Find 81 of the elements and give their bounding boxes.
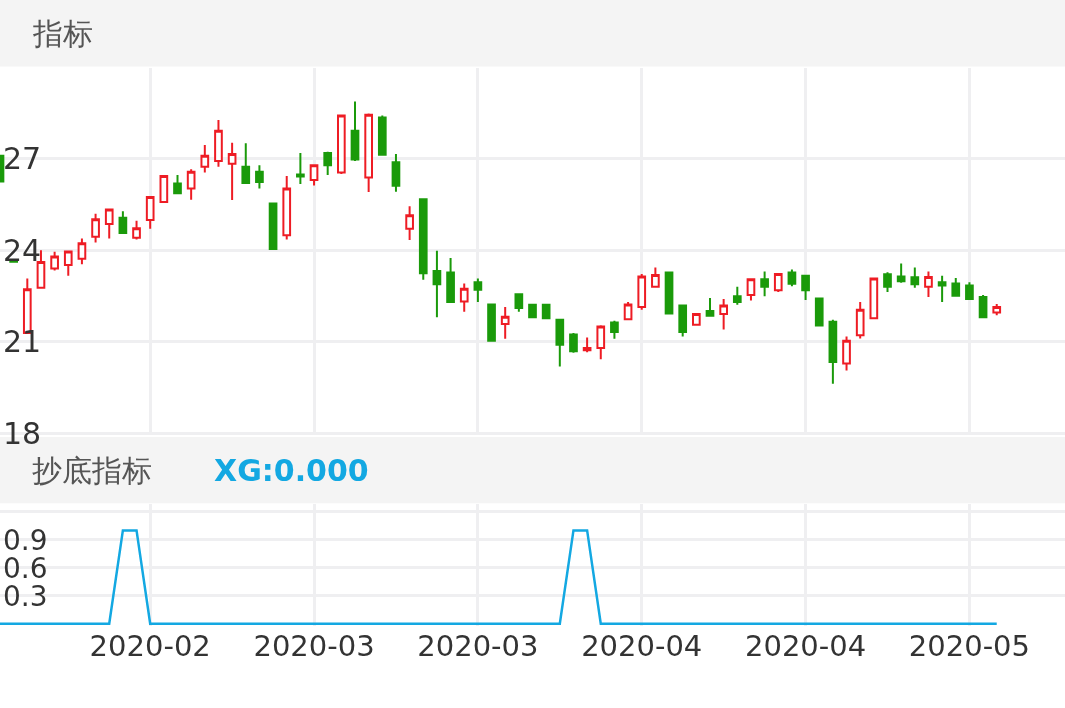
candlestick <box>760 270 769 298</box>
candlestick <box>350 100 360 162</box>
text: XG:0.000 <box>214 453 369 488</box>
candlestick <box>473 277 483 304</box>
candlestick <box>323 150 333 177</box>
candlestick <box>241 142 251 184</box>
candlestick <box>787 268 797 288</box>
candlestick <box>732 285 742 306</box>
x-tick-label: 2020-04 <box>744 628 867 663</box>
candlestick <box>651 266 660 288</box>
candlestick <box>309 163 319 187</box>
candlestick <box>883 271 892 293</box>
candlestick <box>446 257 455 304</box>
candlestick <box>118 210 128 235</box>
y-tick-label: 21 <box>3 324 42 360</box>
candlestick <box>268 202 278 250</box>
y-tick-label: 18 <box>3 415 42 451</box>
candlestick <box>869 277 879 320</box>
candlestick <box>896 262 906 284</box>
candlestick <box>214 119 223 168</box>
y-tick-label: 27 <box>3 141 42 177</box>
candlestick <box>487 302 496 343</box>
candlestick <box>705 297 715 318</box>
candlestick <box>50 250 59 272</box>
candlestick <box>391 152 401 193</box>
candlestick <box>104 208 114 240</box>
candlestick <box>418 197 428 281</box>
candlestick <box>855 301 865 340</box>
chart-title: 指标 <box>32 16 93 51</box>
x-tick-label: 2020-04 <box>581 628 703 663</box>
candlestick <box>186 168 196 201</box>
candlestick <box>255 164 264 190</box>
candlestick <box>937 274 947 304</box>
candlestick <box>91 212 100 244</box>
candlestick <box>637 272 647 311</box>
x-tick-label: 2020-02 <box>89 628 211 663</box>
candlestick <box>63 249 73 277</box>
candlestick <box>582 336 592 354</box>
candlestick <box>610 319 619 340</box>
candlestick <box>459 282 469 313</box>
candlestick <box>132 219 141 241</box>
candlestick <box>159 174 169 203</box>
candlestick <box>514 292 524 313</box>
candlestick <box>746 277 756 302</box>
candlestick <box>200 144 210 174</box>
candlestick <box>678 304 688 338</box>
y-tick-label: 24 <box>3 232 42 268</box>
candlestick <box>719 298 728 331</box>
candlestick <box>692 312 701 327</box>
candlestick <box>924 270 933 298</box>
candlestick <box>282 174 292 241</box>
candlestick <box>828 318 838 385</box>
candlestick <box>77 237 87 266</box>
candlestick <box>814 297 824 327</box>
candlestick <box>596 324 606 361</box>
candlestick <box>377 114 387 157</box>
x-tick-label: 2020-05 <box>908 628 1031 663</box>
candlestick <box>500 305 510 340</box>
candlestick <box>664 271 674 315</box>
x-tick-label: 2020-03 <box>253 628 375 663</box>
candlestick <box>364 112 373 194</box>
candlestick <box>432 249 442 319</box>
candlestick <box>801 273 810 301</box>
candlestick <box>145 196 155 230</box>
candlestick <box>227 141 237 202</box>
x-tick-label: 2020-03 <box>417 628 539 663</box>
candlestick <box>528 303 537 319</box>
candlestick <box>992 302 1002 317</box>
candlestick <box>296 152 305 185</box>
candlestick <box>541 303 551 320</box>
candlestick <box>773 272 783 293</box>
candlestick <box>951 276 961 297</box>
candlestick <box>405 205 414 242</box>
candlestick <box>173 174 182 195</box>
candlestick <box>569 331 578 354</box>
candlestick <box>965 281 974 301</box>
candlestick <box>337 114 346 176</box>
candlestick <box>842 335 851 372</box>
candlestick <box>910 266 920 289</box>
candlestick <box>555 318 565 368</box>
chart-title: 抄底指标 <box>32 453 152 488</box>
